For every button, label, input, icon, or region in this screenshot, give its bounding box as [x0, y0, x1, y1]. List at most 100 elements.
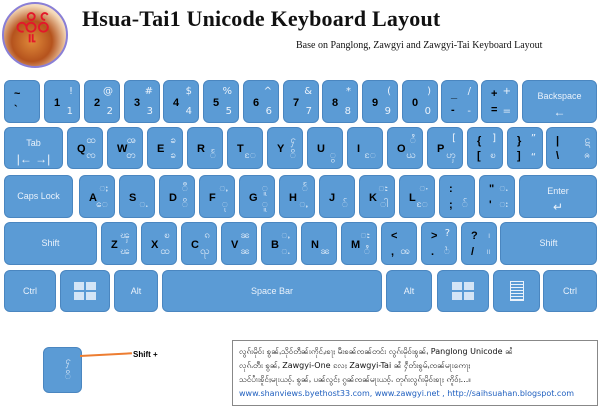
key-primary-char: |	[556, 135, 560, 147]
key-9[interactable]: 9 (9	[362, 80, 398, 123]
key-2[interactable]: 2 @2	[84, 80, 120, 123]
key-s[interactable]: Sႉ	[119, 175, 155, 218]
key-k[interactable]: Kႊါ	[359, 175, 395, 218]
key-shift[interactable]: Shift	[500, 222, 597, 265]
key-shift-char: ၶ	[170, 135, 176, 146]
key-symbol[interactable]: ? / ၊။	[461, 222, 497, 265]
key-symbol[interactable]: }] ” “	[507, 127, 543, 169]
key-j[interactable]: J်	[319, 175, 355, 218]
key-secondary-char: `	[14, 104, 18, 116]
key-shift-char: )	[427, 86, 431, 97]
key-normal-char: 1	[66, 106, 73, 117]
key-secondary-char: ;	[449, 199, 453, 211]
key-normal-char: ၿ	[490, 150, 496, 161]
key-1[interactable]: 1! 1	[44, 80, 80, 123]
key-primary-char: O	[397, 143, 406, 155]
key-normal-char: ူ	[261, 199, 268, 210]
key-8[interactable]: 8 * 8	[322, 80, 358, 123]
key-m[interactable]: Mႊႆ	[341, 222, 377, 265]
key-g[interactable]: Gူူ	[239, 175, 275, 218]
key-h[interactable]: Hႅႇ	[279, 175, 315, 218]
key-primary-char: K	[369, 191, 377, 204]
info-line: လုၵ်ႉတီး ၶွၼ်ႇ Zawgyi-One လႄႈ Zawgyi-Tai…	[239, 361, 471, 370]
key-primary-char: 6	[253, 96, 260, 109]
key-alt[interactable]: Alt	[386, 270, 432, 312]
key-normal-char: ꩪ	[400, 246, 410, 257]
key-shift[interactable]: Shift	[4, 222, 97, 265]
key-symbol[interactable]: {[] ၿ	[467, 127, 503, 169]
key-primary-char: 0	[412, 96, 419, 109]
key-enter[interactable]: Enter ↵	[519, 175, 597, 218]
key-p[interactable]: P [ၯ	[427, 127, 463, 169]
key-symbol[interactable]: :;်	[439, 175, 475, 218]
key-i[interactable]: Iႄ	[347, 127, 383, 169]
key-shift-char: ထ	[86, 135, 96, 146]
key-symbol[interactable]: | \ ဋၐ	[546, 127, 597, 169]
key-windows[interactable]	[60, 270, 110, 312]
key-normal-char: ႇ	[299, 199, 308, 210]
key-shift-char: #	[144, 86, 153, 97]
key-primary-char: 5	[213, 96, 220, 109]
key-primary-char: U	[317, 143, 325, 155]
key-5[interactable]: 5% 5	[203, 80, 239, 123]
key-normal-char: ႄ	[416, 199, 428, 210]
key-primary-char: 8	[332, 96, 339, 109]
key-shift-char: /	[467, 86, 471, 97]
key-3[interactable]: 3 #3	[124, 80, 160, 123]
key-alt[interactable]: Alt	[114, 270, 158, 312]
key-secondary-char: =	[491, 104, 498, 116]
key-label: Ctrl	[23, 286, 37, 296]
key-primary-char: _	[451, 88, 458, 100]
key-y[interactable]: Y ႁိ	[267, 127, 303, 169]
key-secondary-char: .	[431, 246, 435, 258]
key-backspace[interactable]: Backspace ←	[522, 80, 597, 123]
key-symbol[interactable]: + = + =	[481, 80, 518, 123]
key-4[interactable]: 4 $4	[163, 80, 199, 123]
key-symbol[interactable]: " 'ႉး	[479, 175, 515, 218]
key-t[interactable]: Tႄ	[227, 127, 263, 169]
key-normal-char: 5	[225, 106, 232, 117]
info-links[interactable]: www.shanviews.byethost33.com, www.zawgyi…	[239, 389, 575, 398]
key-primary-char: L	[409, 191, 416, 204]
key-windows[interactable]	[437, 270, 489, 312]
key-primary-char: 4	[173, 96, 180, 109]
key-primary-char: C	[191, 238, 199, 251]
key-7[interactable]: 7 & 7	[283, 80, 319, 123]
key-symbol[interactable]: <, ꩪ	[381, 222, 417, 265]
key-secondary-char: [	[477, 150, 481, 162]
key-symbol[interactable]: _ - / -	[441, 80, 478, 123]
key-primary-char: Z	[111, 238, 118, 251]
key-shift-char: ႅ	[301, 183, 308, 194]
key-tab[interactable]: Tab |← →|	[4, 127, 63, 169]
key-symbol[interactable]: ~ `	[4, 80, 40, 123]
key-l[interactable]: Lႋႄ	[399, 175, 435, 218]
key-0[interactable]: 0) 0	[402, 80, 438, 123]
key-space-bar[interactable]: Space Bar	[162, 270, 382, 312]
key-a[interactable]: Aႈေ	[79, 175, 115, 218]
key-b[interactable]: Bႇႉ	[261, 222, 297, 265]
key-ctrl[interactable]: Ctrl	[4, 270, 56, 312]
key-f[interactable]: Fႇု	[199, 175, 235, 218]
key-6[interactable]: 6 ^ 6	[243, 80, 279, 123]
key-r[interactable]: Rႅ	[187, 127, 223, 169]
key-u[interactable]: Uွ	[307, 127, 343, 169]
key-primary-char: P	[437, 143, 445, 155]
key-ctrl[interactable]: Ctrl	[543, 270, 597, 312]
key-symbol[interactable]: >.?ႝ	[421, 222, 457, 265]
key-d[interactable]: Dီိ	[159, 175, 195, 218]
key-menu[interactable]	[493, 270, 540, 312]
key-o[interactable]: Oႆယ	[387, 127, 423, 169]
key-shift-char: ဋ	[584, 135, 590, 146]
key-primary-char: T	[237, 143, 244, 155]
key-normal-char: ၯ	[446, 150, 456, 161]
key-primary-char: +	[491, 88, 498, 100]
key-caps-lock[interactable]: Caps Lock	[4, 175, 73, 218]
